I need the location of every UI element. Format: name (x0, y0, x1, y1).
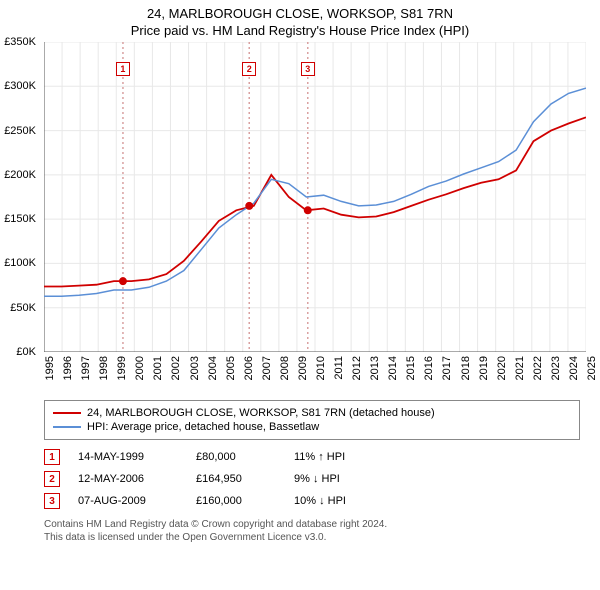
x-tick-label: 2012 (351, 356, 363, 380)
transaction-price: £80,000 (196, 451, 276, 463)
y-tick-label: £200K (4, 169, 36, 181)
transaction-marker: 3 (44, 493, 60, 509)
transaction-diff: 9% ↓ HPI (294, 473, 384, 485)
chart-container: 24, MARLBOROUGH CLOSE, WORKSOP, S81 7RN … (0, 0, 600, 590)
transaction-marker: 1 (44, 449, 60, 465)
legend-label: HPI: Average price, detached house, Bass… (87, 421, 319, 433)
x-tick-label: 2023 (550, 356, 562, 380)
x-tick-label: 2002 (170, 356, 182, 380)
attribution: Contains HM Land Registry data © Crown c… (44, 518, 580, 544)
x-tick-label: 2013 (369, 356, 381, 380)
transaction-row: 1 14-MAY-1999 £80,000 11% ↑ HPI (44, 446, 580, 468)
x-tick-label: 2000 (134, 356, 146, 380)
chart-transaction-marker: 2 (242, 62, 256, 76)
transaction-price: £160,000 (196, 495, 276, 507)
transaction-table: 1 14-MAY-1999 £80,000 11% ↑ HPI 2 12-MAY-2006… (44, 446, 580, 512)
legend-swatch (53, 426, 81, 428)
x-tick-label: 2017 (441, 356, 453, 380)
x-tick-label: 2011 (333, 356, 345, 380)
x-tick-label: 1999 (116, 356, 128, 380)
x-tick-label: 1997 (80, 356, 92, 380)
title-sub: Price paid vs. HM Land Registry's House … (0, 23, 600, 38)
y-axis-labels: £0K£50K£100K£150K£200K£250K£300K£350K (0, 42, 40, 352)
legend: 24, MARLBOROUGH CLOSE, WORKSOP, S81 7RN … (44, 400, 580, 440)
x-tick-label: 2006 (243, 356, 255, 380)
y-tick-label: £350K (4, 36, 36, 48)
y-tick-label: £150K (4, 213, 36, 225)
attribution-line1: Contains HM Land Registry data © Crown c… (44, 518, 580, 531)
legend-item: 24, MARLBOROUGH CLOSE, WORKSOP, S81 7RN … (53, 406, 571, 420)
y-tick-label: £100K (4, 257, 36, 269)
x-tick-label: 2025 (586, 356, 598, 380)
chart-svg (44, 42, 586, 352)
transaction-diff: 11% ↑ HPI (294, 451, 384, 463)
x-tick-label: 1995 (44, 356, 56, 380)
x-tick-label: 2019 (478, 356, 490, 380)
x-tick-label: 2024 (568, 356, 580, 380)
x-tick-label: 2001 (152, 356, 164, 380)
y-tick-label: £0K (16, 346, 36, 358)
legend-swatch (53, 412, 81, 414)
x-tick-label: 2004 (207, 356, 219, 380)
x-tick-label: 2022 (532, 356, 544, 380)
y-tick-label: £300K (4, 80, 36, 92)
chart-area: £0K£50K£100K£150K£200K£250K£300K£350K 12… (44, 42, 586, 352)
title-block: 24, MARLBOROUGH CLOSE, WORKSOP, S81 7RN … (0, 0, 600, 42)
y-tick-label: £50K (10, 302, 36, 314)
chart-transaction-marker: 1 (116, 62, 130, 76)
transaction-date: 07-AUG-2009 (78, 495, 178, 507)
x-tick-label: 2015 (405, 356, 417, 380)
attribution-line2: This data is licensed under the Open Gov… (44, 531, 580, 544)
chart-transaction-marker: 3 (301, 62, 315, 76)
x-tick-label: 2009 (297, 356, 309, 380)
x-tick-label: 2005 (225, 356, 237, 380)
transaction-row: 3 07-AUG-2009 £160,000 10% ↓ HPI (44, 490, 580, 512)
transaction-price: £164,950 (196, 473, 276, 485)
legend-item: HPI: Average price, detached house, Bass… (53, 420, 571, 434)
y-tick-label: £250K (4, 125, 36, 137)
legend-label: 24, MARLBOROUGH CLOSE, WORKSOP, S81 7RN … (87, 407, 435, 419)
transaction-date: 12-MAY-2006 (78, 473, 178, 485)
x-axis-labels: 1995 1996 1997 1998 1999 2000 2001 2002 2003 2004… (44, 352, 586, 392)
x-tick-label: 2007 (261, 356, 273, 380)
x-tick-label: 2018 (460, 356, 472, 380)
x-tick-label: 2010 (315, 356, 327, 380)
x-tick-label: 2016 (423, 356, 435, 380)
title-main: 24, MARLBOROUGH CLOSE, WORKSOP, S81 7RN (0, 6, 600, 21)
transaction-date: 14-MAY-1999 (78, 451, 178, 463)
x-tick-label: 1998 (98, 356, 110, 380)
x-tick-label: 2021 (514, 356, 526, 380)
transaction-marker: 2 (44, 471, 60, 487)
transaction-diff: 10% ↓ HPI (294, 495, 384, 507)
x-tick-label: 2003 (189, 356, 201, 380)
x-tick-label: 2008 (279, 356, 291, 380)
x-tick-label: 1996 (62, 356, 74, 380)
x-tick-label: 2020 (496, 356, 508, 380)
x-tick-label: 2014 (387, 356, 399, 380)
transaction-row: 2 12-MAY-2006 £164,950 9% ↓ HPI (44, 468, 580, 490)
